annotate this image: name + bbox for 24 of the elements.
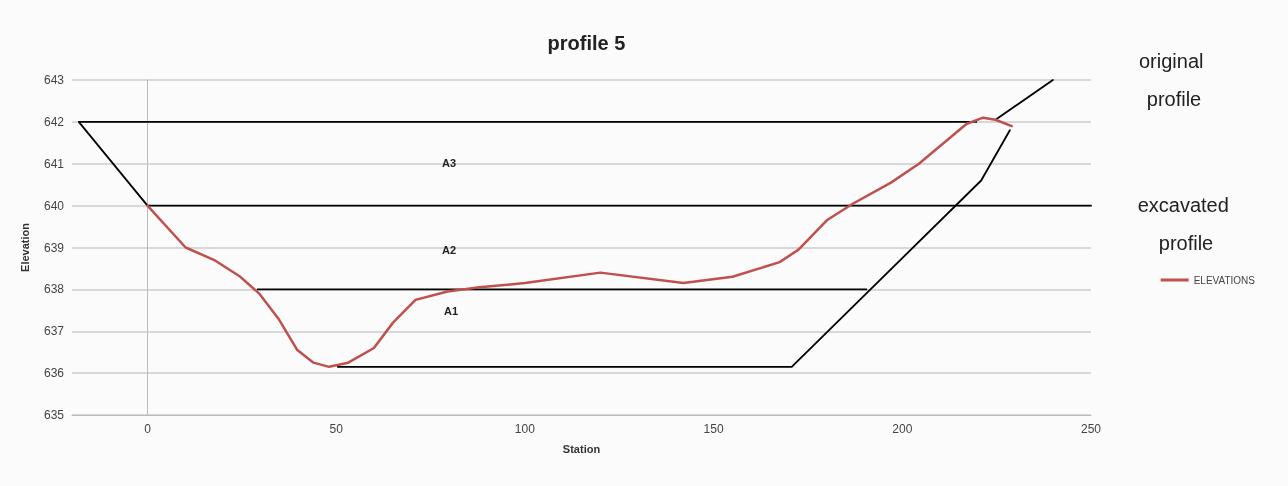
chart-title: profile 5: [547, 32, 626, 54]
annotation: A2: [441, 244, 457, 256]
y-tick-label: 640: [43, 198, 65, 213]
y-tick-label: 641: [43, 156, 65, 171]
x-tick-label: 100: [514, 422, 536, 436]
y-tick-label: 639: [43, 240, 65, 255]
y-tick-label: 637: [43, 324, 65, 339]
y-tick-label: 638: [43, 282, 65, 297]
text: original profile: [1138, 50, 1210, 110]
annotation: A3: [441, 157, 457, 169]
y-axis-title: Elevation: [18, 222, 31, 272]
y-tick-label: 636: [43, 366, 65, 381]
y-tick-label: 642: [43, 114, 65, 129]
annotation: A1: [443, 305, 459, 317]
y-tick-label: 635: [43, 408, 65, 422]
x-tick-label: 200: [892, 422, 913, 436]
x-tick-label: 250: [1080, 422, 1102, 436]
x-tick-label: 0: [144, 422, 152, 436]
x-axis-title: Station: [562, 442, 601, 455]
x-tick-label: 150: [703, 422, 724, 436]
legend-label: ELEVATIONS: [1193, 274, 1256, 286]
x-tick-label: 50: [329, 422, 344, 436]
y-tick-label: 643: [43, 73, 65, 87]
text: excavated profile: [1137, 194, 1235, 254]
